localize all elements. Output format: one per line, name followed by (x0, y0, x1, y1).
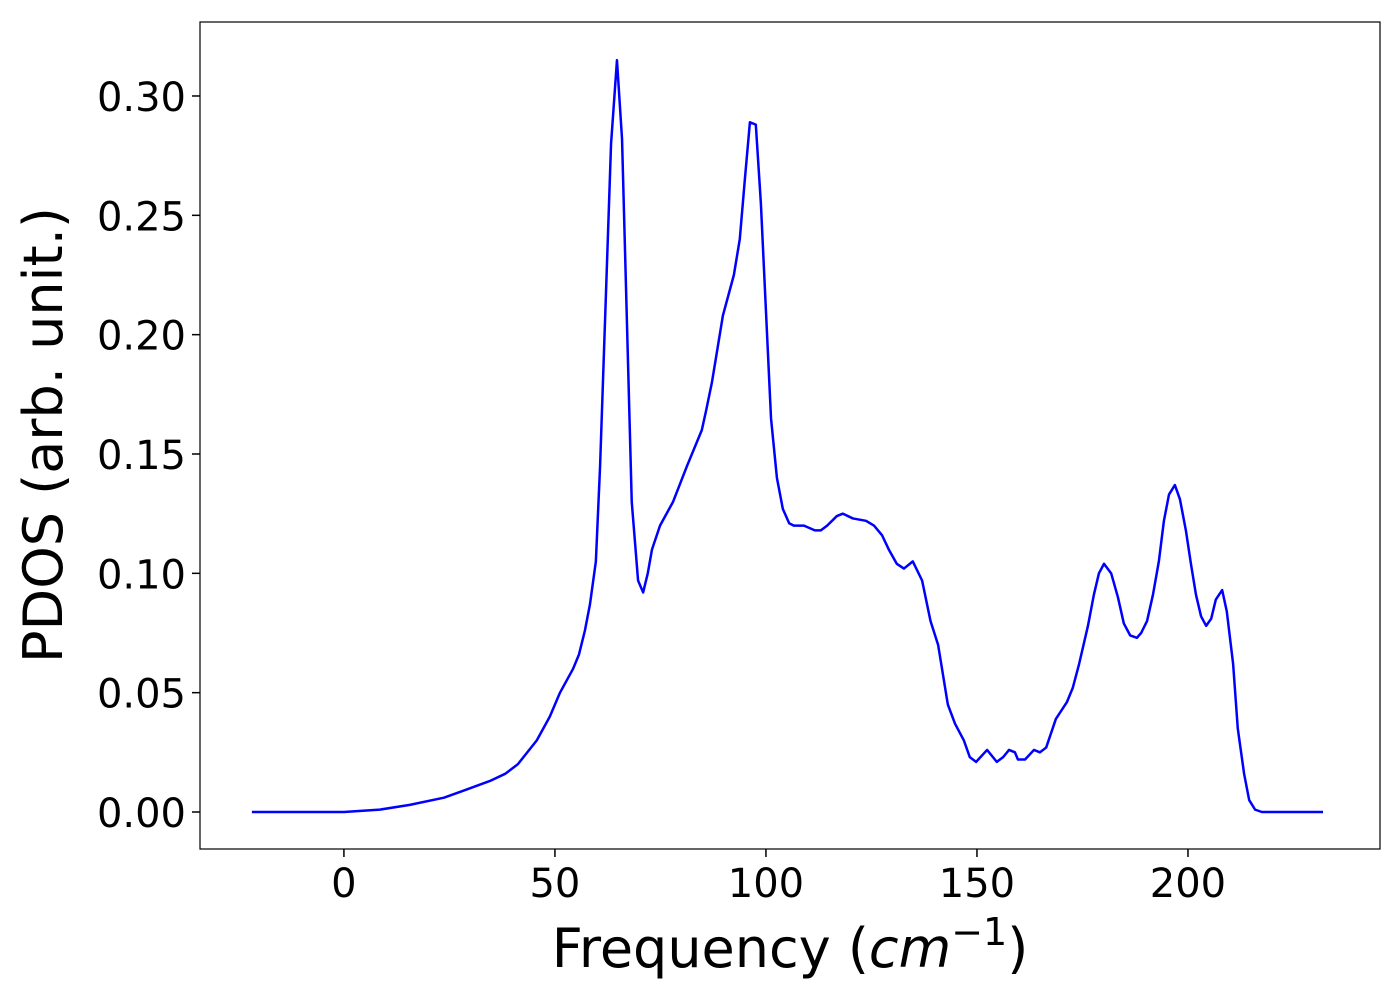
x-axis-label: Frequency (cm−1) (552, 910, 1029, 980)
x-tick-label: 100 (728, 861, 804, 907)
y-tick-label: 0.00 (97, 791, 186, 837)
x-label-exponent: −1 (951, 910, 1007, 954)
y-axis-label: PDOS (arb. unit.) (12, 207, 75, 663)
y-tick-label: 0.05 (97, 672, 186, 718)
y-tick-label: 0.10 (97, 552, 186, 598)
data-line (251, 58, 1324, 814)
x-label-close: ) (1007, 917, 1028, 980)
x-tick-label: 150 (939, 861, 1015, 907)
x-label-text: Frequency ( (552, 917, 869, 980)
x-tick-label: 50 (529, 861, 580, 907)
x-tick-label: 200 (1150, 861, 1226, 907)
x-label-unit: cm (869, 917, 951, 980)
y-tick-label: 0.20 (97, 314, 186, 360)
plot-frame (199, 21, 1381, 850)
x-tick-label: 0 (331, 861, 356, 907)
y-tick-label: 0.15 (97, 433, 186, 479)
y-tick-label: 0.25 (97, 194, 186, 240)
y-tick-label: 0.30 (97, 75, 186, 121)
